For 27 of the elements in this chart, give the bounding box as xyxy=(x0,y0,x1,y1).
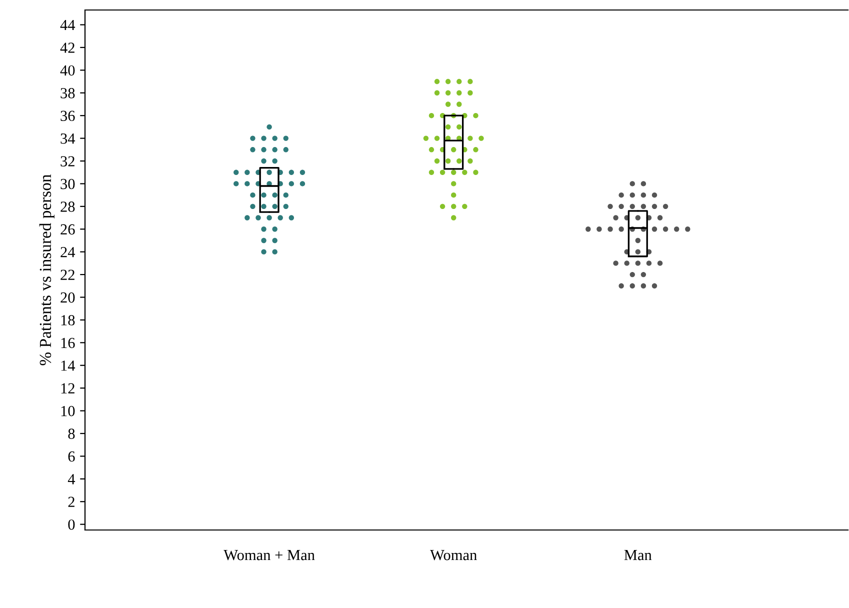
y-tick-label: 6 xyxy=(68,451,75,462)
y-tick-label: 28 xyxy=(60,202,75,212)
y-tick-label: 42 xyxy=(60,42,74,53)
y-tick-label: 2 xyxy=(68,496,74,507)
y-tick-label: 14 xyxy=(61,360,76,371)
y-tick-label: 0 xyxy=(68,519,75,530)
y-tick-label: 40 xyxy=(60,65,75,76)
x-tick-label: Woman + Man xyxy=(224,550,315,560)
y-tick-label: 44 xyxy=(60,20,76,30)
y-tick-label: 26 xyxy=(60,224,75,235)
y-axis-title: % Patients vs insured person xyxy=(39,174,54,366)
y-tick-label: 18 xyxy=(61,315,75,326)
x-tick-label: Woman xyxy=(430,550,477,560)
y-tick-label: 22 xyxy=(60,270,74,280)
y-tick-label: 36 xyxy=(60,110,75,122)
x-tick-label: Man xyxy=(624,550,652,560)
y-tick-label: 12 xyxy=(61,383,74,394)
y-tick-label: 10 xyxy=(61,406,75,416)
y-tick-label: 16 xyxy=(61,338,75,348)
y-tick-label: 30 xyxy=(60,178,75,190)
y-tick-label: 38 xyxy=(60,88,75,98)
y-tick-label: 8 xyxy=(68,428,75,439)
y-tick-label: 24 xyxy=(60,247,76,258)
y-tick-label: 32 xyxy=(60,156,74,166)
y-tick-label: 4 xyxy=(68,474,76,484)
y-tick-label: 20 xyxy=(60,292,75,303)
y-tick-label: 34 xyxy=(60,133,76,144)
